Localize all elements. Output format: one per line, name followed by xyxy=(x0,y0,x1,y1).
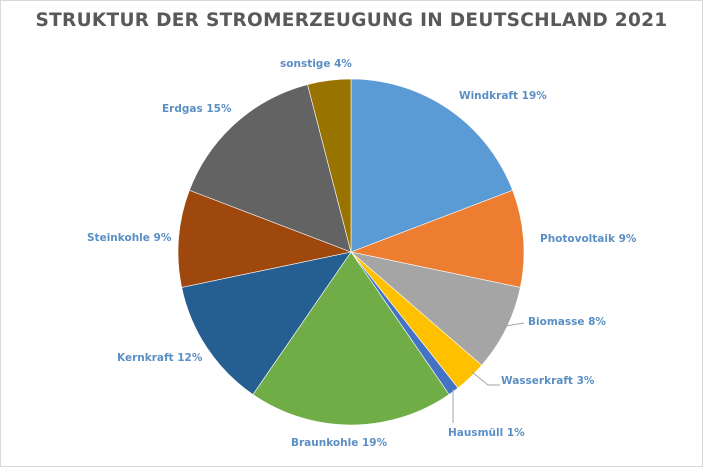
pie-slice-windkraft xyxy=(350,78,513,253)
pie-slice-sonstige xyxy=(307,78,352,253)
data-label-biomasse: Biomasse 8% xyxy=(528,316,606,328)
data-label-braunkohle: Braunkohle 19% xyxy=(291,437,388,449)
data-label-kernkraft: Kernkraft 12% xyxy=(117,352,203,364)
data-label-wasserkraft: Wasserkraft 3% xyxy=(501,375,595,387)
data-labels: Windkraft 19% Photovoltaik 9% Biomasse 8% W… xyxy=(87,58,637,449)
pie-slice-photovoltaik xyxy=(349,189,525,288)
pie-slice-steinkohle xyxy=(177,189,353,288)
pie-slice-erdgas xyxy=(189,84,352,253)
leader-line-wasserkraft xyxy=(471,371,500,386)
data-label-windkraft: Windkraft 19% xyxy=(459,90,547,102)
pie-slice-braunkohle xyxy=(252,251,450,426)
leader-lines xyxy=(452,322,525,423)
data-label-sonstige: sonstige 4% xyxy=(280,58,352,70)
leader-line-biomasse xyxy=(505,322,525,327)
data-label-hausmuell: Hausmüll 1% xyxy=(448,427,525,439)
data-label-steinkohle: Steinkohle 9% xyxy=(87,232,172,244)
pie-slices xyxy=(177,78,525,426)
data-label-photovoltaik: Photovoltaik 9% xyxy=(540,233,637,245)
pie-slice-biomasse xyxy=(349,251,521,366)
data-label-erdgas: Erdgas 15% xyxy=(162,103,232,115)
pie-slice-kernkraft xyxy=(181,251,352,395)
chart-title: STRUKTUR DER STROMERZEUGUNG IN DEUTSCHLA… xyxy=(35,10,668,31)
